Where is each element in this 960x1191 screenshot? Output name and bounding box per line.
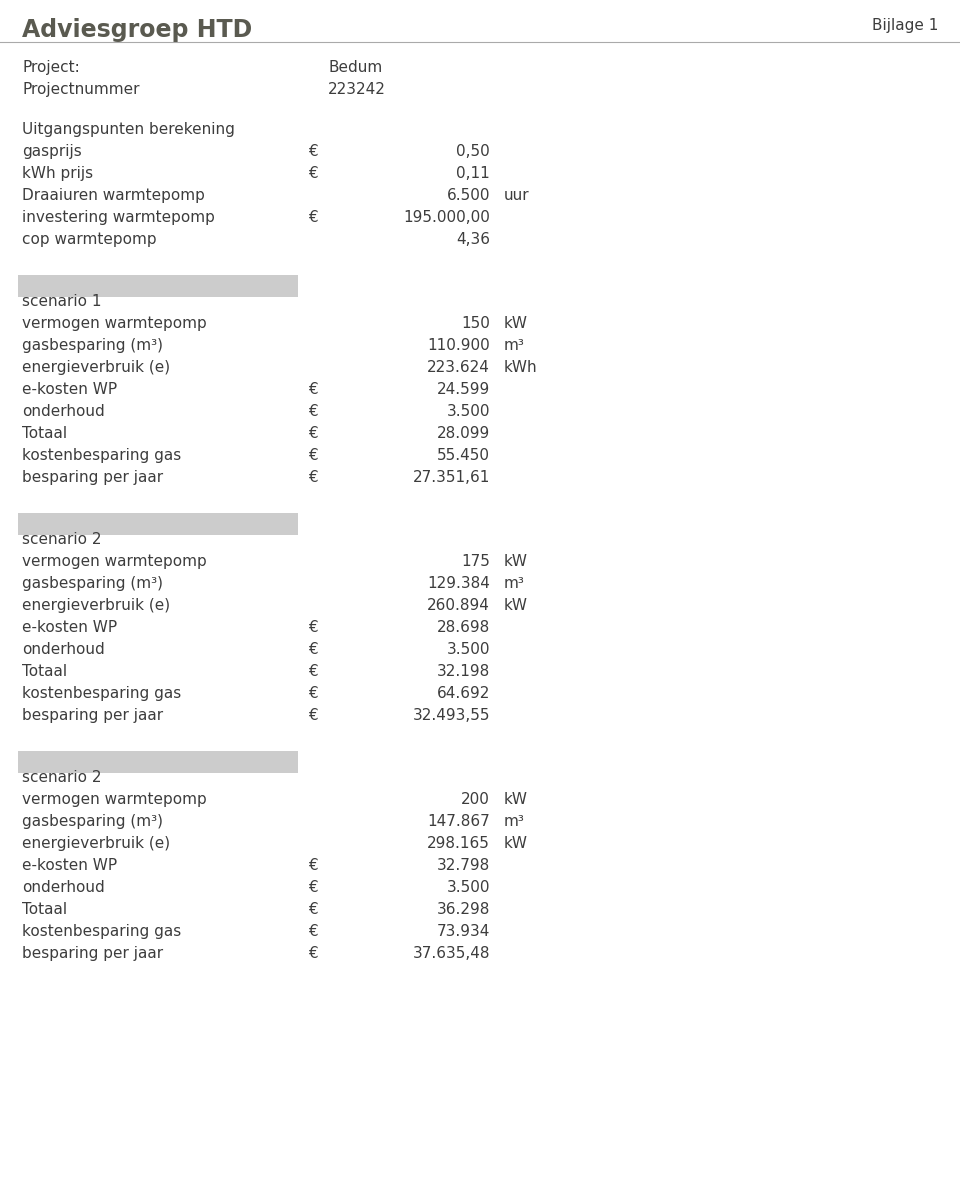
- Text: besparing per jaar: besparing per jaar: [22, 946, 163, 961]
- Text: scenario 2: scenario 2: [22, 771, 102, 785]
- Text: €: €: [308, 210, 318, 225]
- Text: €: €: [308, 470, 318, 485]
- Text: €: €: [308, 621, 318, 635]
- Text: e-kosten WP: e-kosten WP: [22, 382, 117, 397]
- Text: e-kosten WP: e-kosten WP: [22, 858, 117, 873]
- Text: 27.351,61: 27.351,61: [413, 470, 490, 485]
- Text: 28.698: 28.698: [437, 621, 490, 635]
- Text: Bedum: Bedum: [328, 60, 382, 75]
- Text: €: €: [308, 858, 318, 873]
- Text: Bijlage 1: Bijlage 1: [872, 18, 938, 33]
- Text: €: €: [308, 404, 318, 419]
- Text: investering warmtepomp: investering warmtepomp: [22, 210, 215, 225]
- Text: 298.165: 298.165: [427, 836, 490, 852]
- Text: Totaal: Totaal: [22, 665, 67, 679]
- Text: onderhoud: onderhoud: [22, 642, 105, 657]
- Text: m³: m³: [504, 576, 525, 591]
- Text: vermogen warmtepomp: vermogen warmtepomp: [22, 316, 206, 331]
- Text: Project:: Project:: [22, 60, 80, 75]
- Text: €: €: [308, 686, 318, 701]
- Text: 200: 200: [461, 792, 490, 807]
- Text: €: €: [308, 426, 318, 441]
- Text: uur: uur: [504, 188, 530, 202]
- Text: €: €: [308, 880, 318, 894]
- Text: kostenbesparing gas: kostenbesparing gas: [22, 686, 181, 701]
- Text: 32.798: 32.798: [437, 858, 490, 873]
- Text: 260.894: 260.894: [427, 598, 490, 613]
- Text: 32.198: 32.198: [437, 665, 490, 679]
- Text: €: €: [308, 924, 318, 939]
- Text: 55.450: 55.450: [437, 448, 490, 463]
- Text: kW: kW: [504, 792, 528, 807]
- Text: Totaal: Totaal: [22, 902, 67, 917]
- Text: 3.500: 3.500: [446, 880, 490, 894]
- Text: €: €: [308, 707, 318, 723]
- Text: e-kosten WP: e-kosten WP: [22, 621, 117, 635]
- Text: besparing per jaar: besparing per jaar: [22, 470, 163, 485]
- Text: kWh prijs: kWh prijs: [22, 166, 93, 181]
- Text: 0,50: 0,50: [456, 144, 490, 160]
- Text: Adviesgroep HTD: Adviesgroep HTD: [22, 18, 252, 42]
- Text: Uitgangspunten berekening: Uitgangspunten berekening: [22, 121, 235, 137]
- Text: m³: m³: [504, 338, 525, 353]
- Text: €: €: [308, 665, 318, 679]
- Bar: [18, 750, 298, 773]
- Text: 0,11: 0,11: [456, 166, 490, 181]
- Text: 36.298: 36.298: [437, 902, 490, 917]
- Text: 4,36: 4,36: [456, 232, 490, 247]
- Text: 195.000,00: 195.000,00: [403, 210, 490, 225]
- Text: onderhoud: onderhoud: [22, 404, 105, 419]
- Text: 223.624: 223.624: [427, 360, 490, 375]
- Text: gasprijs: gasprijs: [22, 144, 82, 160]
- Text: cop warmtepomp: cop warmtepomp: [22, 232, 156, 247]
- Text: scenario 2: scenario 2: [22, 532, 102, 547]
- Text: Projectnummer: Projectnummer: [22, 82, 139, 96]
- Text: vermogen warmtepomp: vermogen warmtepomp: [22, 554, 206, 569]
- Text: 6.500: 6.500: [446, 188, 490, 202]
- Text: €: €: [308, 946, 318, 961]
- Text: 129.384: 129.384: [427, 576, 490, 591]
- Text: Draaiuren warmtepomp: Draaiuren warmtepomp: [22, 188, 204, 202]
- Text: onderhoud: onderhoud: [22, 880, 105, 894]
- Text: kW: kW: [504, 554, 528, 569]
- Text: 64.692: 64.692: [437, 686, 490, 701]
- Text: kW: kW: [504, 598, 528, 613]
- Text: energieverbruik (e): energieverbruik (e): [22, 836, 170, 852]
- Text: €: €: [308, 642, 318, 657]
- Text: m³: m³: [504, 813, 525, 829]
- Text: 3.500: 3.500: [446, 642, 490, 657]
- Text: kWh: kWh: [504, 360, 538, 375]
- Bar: [18, 512, 298, 535]
- Text: 3.500: 3.500: [446, 404, 490, 419]
- Text: Totaal: Totaal: [22, 426, 67, 441]
- Text: €: €: [308, 382, 318, 397]
- Text: €: €: [308, 166, 318, 181]
- Text: 37.635,48: 37.635,48: [413, 946, 490, 961]
- Text: 147.867: 147.867: [427, 813, 490, 829]
- Text: kW: kW: [504, 316, 528, 331]
- Text: gasbesparing (m³): gasbesparing (m³): [22, 813, 163, 829]
- Text: gasbesparing (m³): gasbesparing (m³): [22, 338, 163, 353]
- Text: scenario 1: scenario 1: [22, 294, 102, 308]
- Text: 32.493,55: 32.493,55: [413, 707, 490, 723]
- Text: kW: kW: [504, 836, 528, 852]
- Text: 28.099: 28.099: [437, 426, 490, 441]
- Text: 110.900: 110.900: [427, 338, 490, 353]
- Text: €: €: [308, 448, 318, 463]
- Text: kostenbesparing gas: kostenbesparing gas: [22, 924, 181, 939]
- Text: 73.934: 73.934: [437, 924, 490, 939]
- Text: 24.599: 24.599: [437, 382, 490, 397]
- Text: 223242: 223242: [328, 82, 386, 96]
- Text: vermogen warmtepomp: vermogen warmtepomp: [22, 792, 206, 807]
- Bar: [18, 275, 298, 297]
- Text: 150: 150: [461, 316, 490, 331]
- Text: besparing per jaar: besparing per jaar: [22, 707, 163, 723]
- Text: gasbesparing (m³): gasbesparing (m³): [22, 576, 163, 591]
- Text: energieverbruik (e): energieverbruik (e): [22, 360, 170, 375]
- Text: energieverbruik (e): energieverbruik (e): [22, 598, 170, 613]
- Text: 175: 175: [461, 554, 490, 569]
- Text: €: €: [308, 902, 318, 917]
- Text: kostenbesparing gas: kostenbesparing gas: [22, 448, 181, 463]
- Text: €: €: [308, 144, 318, 160]
